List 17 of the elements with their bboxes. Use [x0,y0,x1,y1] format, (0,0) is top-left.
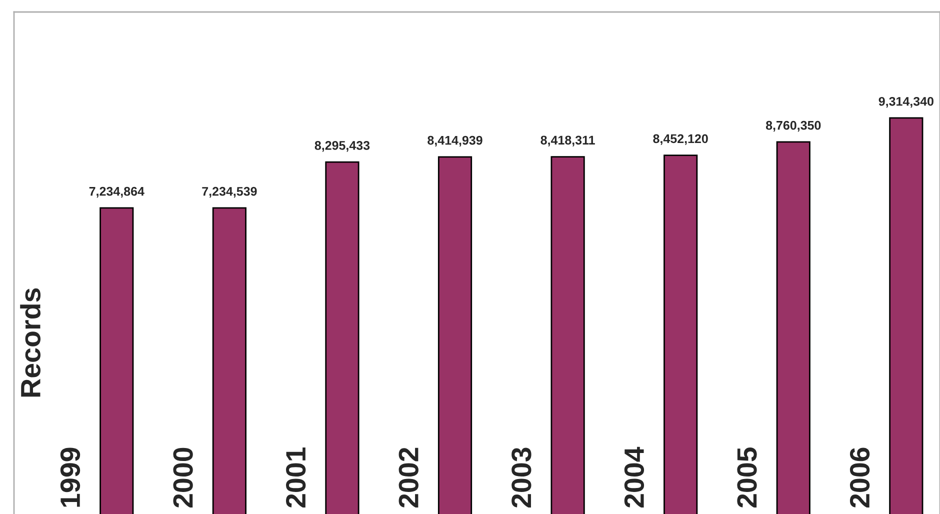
x-tick-label: 2004 [624,446,644,508]
data-label: 8,760,350 [766,120,821,132]
x-tick-label: 2005 [737,447,757,508]
x-tick-label: 2003 [512,448,532,508]
data-label: 8,418,311 [540,136,595,146]
x-tick-label: 2002 [398,448,418,508]
x-tick-label: 2001 [286,447,306,508]
y-axis-title: Records [20,288,41,397]
data-label: 7,234,539 [202,186,257,198]
data-label: 8,452,120 [653,134,708,145]
x-tick-label: 2000 [173,448,193,508]
data-label: 8,414,939 [428,136,482,147]
x-tick-label: 2006 [850,448,870,508]
x-tick-label: 1999 [60,448,80,507]
data-label: 8,295,433 [314,141,370,152]
data-label: 9,314,340 [878,96,934,108]
data-label: 7,234,864 [89,186,144,198]
